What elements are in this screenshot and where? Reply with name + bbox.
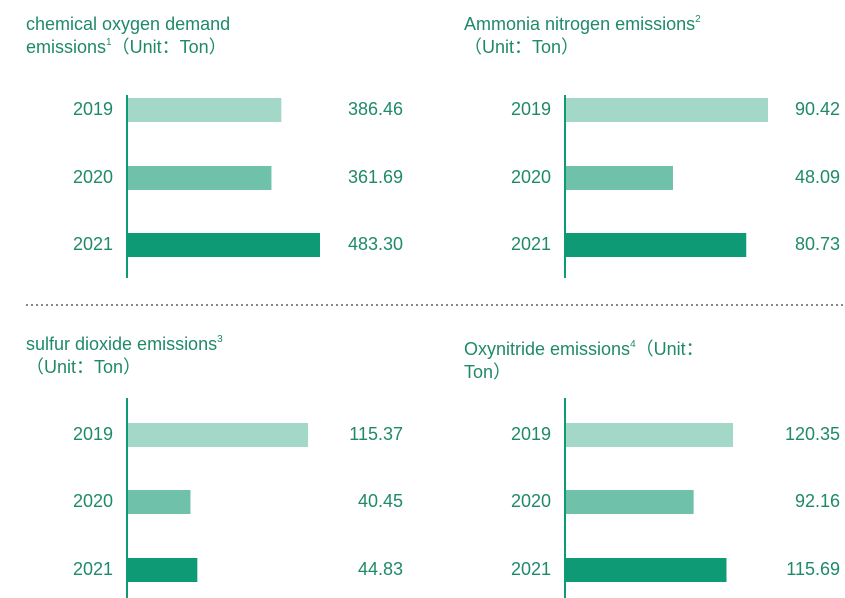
chart-title: chemical oxygen demand emissions xyxy=(26,14,231,57)
category-label: 2019 xyxy=(511,99,551,119)
footnote-mark: 4 xyxy=(630,339,636,350)
value-label: 40.45 xyxy=(358,491,403,511)
bar xyxy=(127,166,272,190)
category-label: 2020 xyxy=(511,167,551,187)
value-label: 48.09 xyxy=(795,167,840,187)
bar xyxy=(127,423,308,447)
category-label: 2021 xyxy=(511,559,551,579)
unit: （Unit：Ton） xyxy=(111,37,227,57)
chart-title-block: chemical oxygen demand emissions1（Unit：T… xyxy=(26,13,291,59)
bar xyxy=(565,233,747,257)
value-label: 361.69 xyxy=(348,167,403,187)
category-label: 2021 xyxy=(73,559,113,579)
bar xyxy=(565,166,673,190)
chart-title-block: sulfur dioxide emissions3 （Unit：Ton） xyxy=(26,333,266,379)
bar xyxy=(565,98,768,122)
footnote-mark: 1 xyxy=(106,37,112,48)
unit: （Unit：Ton） xyxy=(464,37,580,57)
bar xyxy=(127,490,191,514)
chart-title-block: Ammonia nitrogen emissions2 （Unit：Ton） xyxy=(464,13,754,59)
value-label: 92.16 xyxy=(795,491,840,511)
category-label: 2021 xyxy=(73,234,113,254)
bar xyxy=(565,490,694,514)
category-label: 2021 xyxy=(511,234,551,254)
value-label: 115.37 xyxy=(349,424,403,444)
category-label: 2020 xyxy=(511,491,551,511)
unit: （Unit：Ton） xyxy=(26,357,142,377)
category-label: 2019 xyxy=(73,99,113,119)
value-label: 115.69 xyxy=(786,559,840,579)
value-label: 120.35 xyxy=(785,424,840,444)
bar xyxy=(127,558,198,582)
value-label: 44.83 xyxy=(358,559,403,579)
category-label: 2019 xyxy=(73,424,113,444)
value-label: 483.30 xyxy=(348,234,403,254)
value-label: 90.42 xyxy=(795,99,840,119)
value-label: 386.46 xyxy=(348,99,403,119)
unit: （Unit：Ton） xyxy=(464,339,704,382)
category-label: 2020 xyxy=(73,491,113,511)
bar xyxy=(127,233,320,257)
category-label: 2019 xyxy=(511,424,551,444)
chart-title-block: Oxynitride emissions4（Unit：Ton） xyxy=(464,338,704,384)
category-label: 2020 xyxy=(73,167,113,187)
chart-title: sulfur dioxide emissions xyxy=(26,334,218,354)
value-label: 80.73 xyxy=(795,234,840,254)
chart-title: Ammonia nitrogen emissions xyxy=(464,14,696,34)
bar xyxy=(565,558,727,582)
chart-title: Oxynitride emissions xyxy=(464,339,631,359)
bar xyxy=(565,423,733,447)
footnote-mark: 2 xyxy=(695,14,701,25)
bar xyxy=(127,98,282,122)
footnote-mark: 3 xyxy=(217,334,223,345)
